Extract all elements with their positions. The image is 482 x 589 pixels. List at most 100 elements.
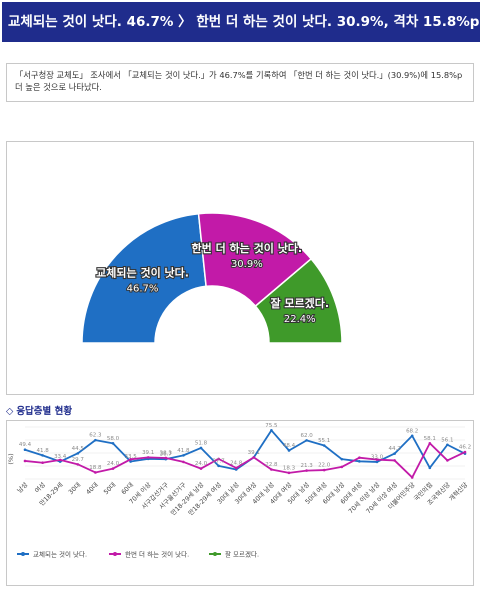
data-label: 41.8 <box>177 448 190 454</box>
data-label: 51.8 <box>195 440 208 446</box>
data-label: 36.7 <box>160 452 173 458</box>
section-title-text: 응답층별 현황 <box>16 406 73 417</box>
data-point <box>111 442 115 445</box>
data-label: 24.0 <box>195 461 208 467</box>
data-point <box>217 464 220 468</box>
data-point <box>164 456 168 460</box>
page-title: 교체되는 것이 낫다. 46.7% 〉 한번 더 하는 것이 낫다. 30.9%… <box>2 2 480 42</box>
x-tick-label: 여성 <box>32 480 47 495</box>
data-point <box>76 463 80 466</box>
legend-label: 잘 모르겠다. <box>225 549 259 558</box>
data-label: 58.1 <box>424 436 436 442</box>
legend-marker <box>113 552 117 556</box>
slice-value: 46.7% <box>127 283 159 294</box>
data-label: 62.0 <box>300 433 313 439</box>
data-label: 41.8 <box>36 448 49 454</box>
data-point <box>111 467 115 470</box>
data-label: 62.3 <box>89 433 102 439</box>
data-label: 24.8 <box>230 461 243 467</box>
data-point <box>358 456 361 459</box>
summary-box: 「서구청장 교체도」 조사에서 「교체되는 것이 낫다.」가 46.7%를 기록… <box>6 63 474 102</box>
slice-value: 30.9% <box>231 259 263 270</box>
data-label: 21.3 <box>300 463 313 469</box>
data-label: 55.1 <box>318 438 330 444</box>
donut-slice <box>81 212 207 344</box>
data-label: 44.5 <box>72 446 85 452</box>
section-title: ◇ 응답층별 현황 <box>6 403 72 417</box>
data-point <box>340 457 344 461</box>
x-tick-label: 개혁신당 <box>447 480 470 503</box>
data-label: 38.3 <box>160 450 173 456</box>
data-point <box>410 434 414 438</box>
data-point <box>76 452 80 455</box>
data-point <box>446 459 449 462</box>
data-label: 18.3 <box>283 465 296 471</box>
half-donut-chart: 교체되는 것이 낫다. 46.7% 한번 더 하는 것이 낫다. 30.9% 잘 모르겠… <box>81 212 343 344</box>
data-label: 27.7 <box>212 458 225 464</box>
half-donut-chart-panel: 교체되는 것이 낫다. 46.7% 한번 더 하는 것이 낫다. 30.9% 잘 모르겠… <box>6 141 474 395</box>
data-point <box>199 467 203 470</box>
data-point <box>428 466 432 470</box>
data-point <box>322 468 326 472</box>
legend-label: 한번 더 하는 것이 낫다. <box>125 549 189 558</box>
data-label: 33.4 <box>54 454 67 460</box>
data-point <box>375 460 379 464</box>
data-label: 22.0 <box>318 463 331 469</box>
data-label: 33.5 <box>124 454 137 460</box>
x-tick-label: 50대 <box>102 481 118 497</box>
data-point <box>23 459 27 463</box>
data-label: 56.1 <box>441 437 453 443</box>
line-chart: (%) 49.4 41.8 33.4 44.5 62.3 58.0 33.5 36.7 41.8 5… <box>7 423 471 558</box>
data-label: 39.1 <box>248 450 260 456</box>
data-label: 58.0 <box>107 436 120 442</box>
data-point <box>182 454 185 457</box>
data-label: 39.1 <box>142 450 154 456</box>
data-point <box>463 450 467 454</box>
data-point <box>199 446 203 450</box>
data-label: 48.4 <box>283 443 296 449</box>
data-point <box>94 471 97 474</box>
line-chart-panel: (%) 49.4 41.8 33.4 44.5 62.3 58.0 33.5 36.7 41.8 5… <box>6 420 474 586</box>
summary-text: 「서구청장 교체도」 조사에서 「교체되는 것이 낫다.」가 46.7%를 기록… <box>15 70 463 92</box>
data-point <box>340 465 344 469</box>
data-point <box>252 456 256 459</box>
data-point <box>305 469 308 472</box>
data-point <box>217 457 220 461</box>
x-tick-label: 남성 <box>15 480 30 495</box>
data-label: 68.2 <box>406 428 418 434</box>
slice-label: 교체되는 것이 낫다. <box>96 265 189 279</box>
data-point <box>322 444 326 447</box>
slice-label: 한번 더 하는 것이 낫다. <box>192 241 303 255</box>
data-point <box>234 466 238 470</box>
data-point <box>375 458 379 461</box>
data-point <box>129 458 132 461</box>
x-tick-label: 30대 <box>67 481 83 497</box>
data-point <box>58 458 62 462</box>
data-label: 49.4 <box>19 442 32 448</box>
data-label: 46.2 <box>459 445 471 451</box>
legend-marker <box>213 552 217 556</box>
data-point <box>23 448 27 452</box>
x-tick-label: 40대 <box>84 481 100 497</box>
data-point <box>446 443 449 447</box>
data-label: 18.8 <box>89 465 102 471</box>
data-point <box>94 438 97 442</box>
data-point <box>182 460 185 464</box>
data-label: 75.5 <box>265 423 278 429</box>
data-label: 44.2 <box>388 446 400 452</box>
data-point <box>393 452 396 455</box>
data-point <box>270 468 273 471</box>
donut-slice <box>197 212 313 308</box>
data-label: 24.0 <box>107 461 120 467</box>
slice-value: 22.4% <box>284 314 316 325</box>
data-label: 33.0 <box>371 454 384 460</box>
data-point <box>287 449 291 452</box>
data-point <box>129 460 132 463</box>
data-point <box>146 456 150 459</box>
diamond-icon: ◇ <box>6 406 14 417</box>
slice-label: 잘 모르겠다. <box>270 296 329 310</box>
data-point <box>393 459 396 462</box>
data-point <box>270 429 273 432</box>
data-point <box>358 460 361 463</box>
donut-slice <box>254 257 343 344</box>
